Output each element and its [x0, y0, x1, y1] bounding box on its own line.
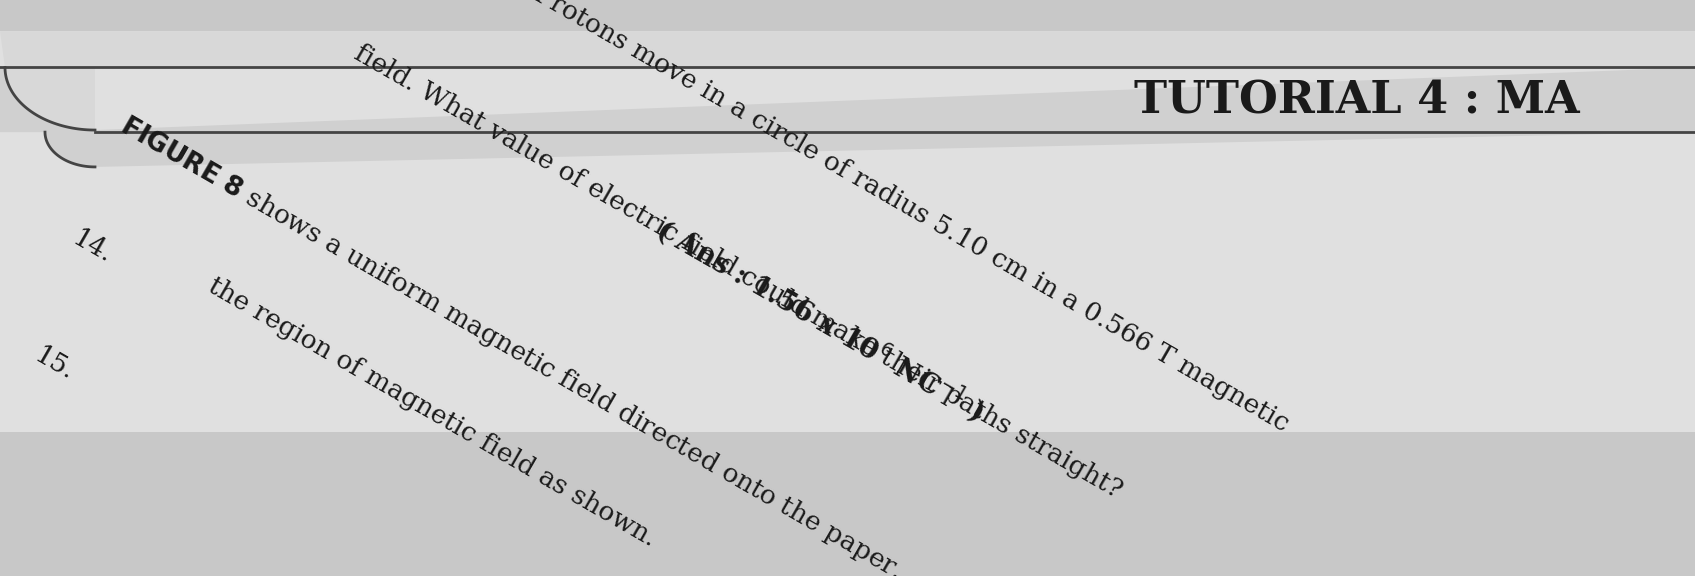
Text: field. What value of electric field could make their paths straight?: field. What value of electric field coul…	[349, 40, 1127, 503]
Text: TUTORIAL 4 : MA: TUTORIAL 4 : MA	[1134, 79, 1580, 122]
Text: Protons move in a circle of radius 5.10 cm in a 0.566 T magnetic: Protons move in a circle of radius 5.10 …	[531, 0, 1293, 436]
Text: the region of magnetic field as shown.: the region of magnetic field as shown.	[175, 256, 661, 551]
Polygon shape	[0, 31, 1695, 130]
Text: 14.: 14.	[68, 226, 117, 268]
Text: $\mathbf{FIGURE\ 8}$ shows a uniform magnetic field directed onto the paper.: $\mathbf{FIGURE\ 8}$ shows a uniform mag…	[115, 111, 907, 576]
Polygon shape	[0, 0, 1695, 518]
Text: 15.: 15.	[31, 343, 78, 385]
Polygon shape	[0, 24, 1695, 167]
Text: ( Ans : 1.56 x 10$^{6}$ NC$^{-1}$ ): ( Ans : 1.56 x 10$^{6}$ NC$^{-1}$ )	[649, 212, 992, 428]
